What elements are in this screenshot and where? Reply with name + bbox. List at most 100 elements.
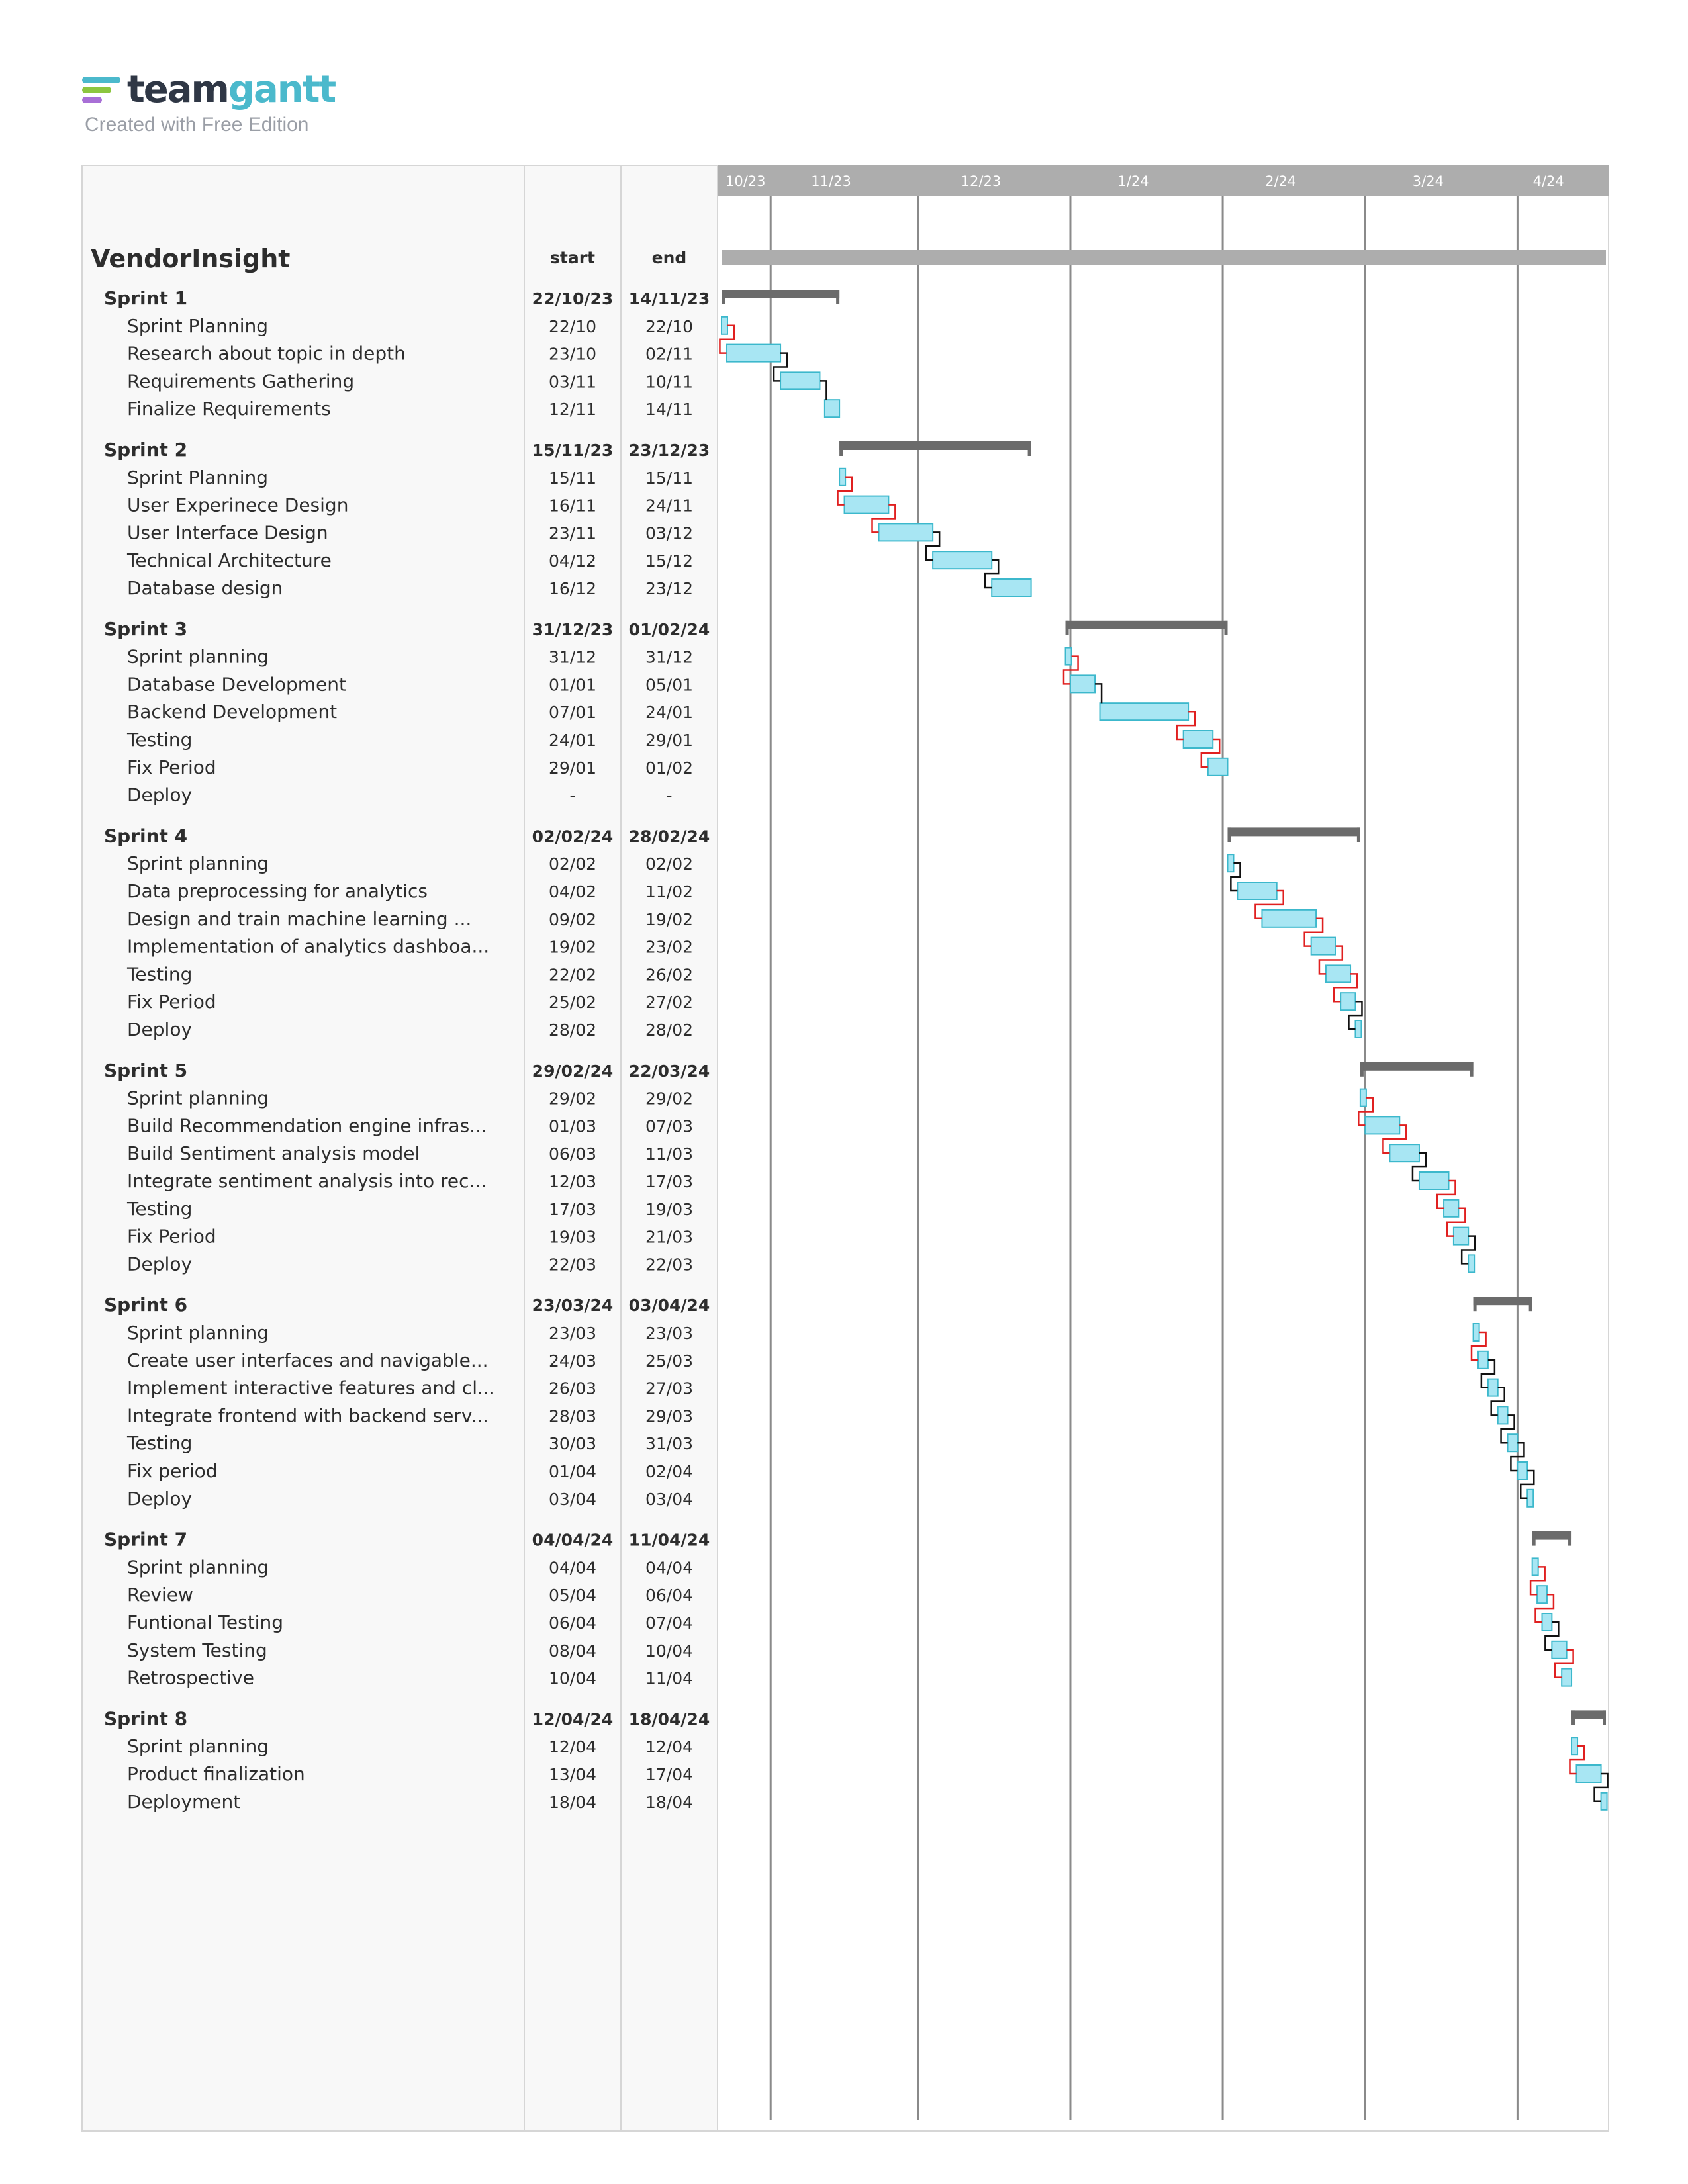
dependency-line	[871, 504, 896, 533]
task-bar	[1551, 1640, 1568, 1659]
task-end: 29/02	[645, 1089, 693, 1109]
task-end: 06/04	[645, 1586, 693, 1605]
task-table-bg	[81, 165, 718, 2132]
sprint-bar-cap	[1568, 1531, 1572, 1546]
task-start: 09/02	[549, 910, 596, 929]
task-end: 10/04	[645, 1641, 693, 1661]
task-bar	[1064, 647, 1072, 666]
task-name: Fix Period	[127, 756, 216, 778]
task-start: 03/04	[549, 1490, 596, 1509]
timeline-bg	[717, 165, 1609, 2132]
task-end: 17/03	[645, 1172, 693, 1191]
task-bar	[1536, 1585, 1548, 1604]
sprint-bar-cap	[1473, 1297, 1477, 1312]
task-bar	[1487, 1378, 1499, 1397]
task-end: 27/02	[645, 993, 693, 1012]
task-end: 19/02	[645, 910, 693, 929]
dependency-line	[1095, 683, 1103, 704]
task-end: 14/11	[645, 400, 693, 419]
sprint-name: Sprint 5	[104, 1060, 187, 1081]
task-start: 15/11	[549, 469, 596, 488]
task-end: 02/04	[645, 1462, 693, 1481]
sprint-name: Sprint 4	[104, 825, 187, 846]
task-start: 10/04	[549, 1669, 596, 1688]
sprint-end: 03/04/24	[629, 1296, 710, 1315]
task-start: 22/02	[549, 965, 596, 984]
task-name: User Experinece Design	[127, 494, 348, 516]
task-bar	[1364, 1116, 1401, 1135]
task-start: 22/10	[549, 317, 596, 336]
task-start: 12/11	[549, 400, 596, 419]
task-bar	[843, 495, 890, 514]
task-end: 31/12	[645, 648, 693, 667]
task-start: 28/02	[549, 1021, 596, 1040]
sprint-start: 22/10/23	[532, 289, 614, 308]
task-bar	[1207, 757, 1229, 776]
dependency-line	[984, 559, 1000, 589]
task-end: 24/01	[645, 703, 693, 722]
sprint-end: 22/03/24	[629, 1062, 710, 1081]
sprint-bar-cap	[1571, 1710, 1575, 1725]
sprint-bar-cap	[1360, 1062, 1364, 1077]
task-name: Sprint planning	[127, 646, 269, 668]
teamgantt-logo: teamgantt Created with Free Edition	[82, 66, 336, 146]
task-end: 01/02	[645, 758, 693, 778]
start-column-header: start	[550, 248, 595, 267]
project-bar	[722, 250, 1606, 265]
task-start: 01/03	[549, 1116, 596, 1136]
task-bar	[1418, 1171, 1450, 1190]
dependency-line	[1569, 1745, 1585, 1775]
task-start: 31/12	[549, 648, 596, 667]
task-name: Backend Development	[127, 701, 337, 723]
sprint-name: Sprint 2	[104, 439, 187, 461]
task-name: Build Recommendation engine infras...	[127, 1115, 487, 1136]
month-label: 3/24	[1413, 173, 1444, 189]
sprint-bar	[1065, 620, 1228, 629]
task-end: -	[666, 786, 672, 805]
task-start: 04/04	[549, 1558, 596, 1577]
task-end: 28/02	[645, 1021, 693, 1040]
task-bar	[1477, 1350, 1489, 1369]
sprint-start: 31/12/23	[532, 620, 614, 639]
timeline-header	[718, 165, 1609, 196]
month-label: 12/23	[961, 173, 1002, 189]
dependency-line	[1529, 1566, 1546, 1596]
task-bar	[1600, 1792, 1608, 1811]
task-end: 04/04	[645, 1558, 693, 1577]
sprint-bar	[839, 441, 1031, 450]
task-end: 23/02	[645, 938, 693, 957]
task-end: 27/03	[645, 1379, 693, 1398]
task-bar	[1571, 1737, 1579, 1756]
task-end: 11/02	[645, 882, 693, 901]
sprint-bar-cap	[839, 441, 843, 456]
task-bar	[1325, 964, 1352, 983]
sprint-name: Sprint 3	[104, 618, 187, 640]
task-end: 31/03	[645, 1434, 693, 1453]
task-start: 24/01	[549, 731, 596, 750]
sprint-bar	[722, 290, 840, 298]
task-bar	[1531, 1557, 1539, 1576]
dependency-line	[719, 324, 735, 354]
task-start: 06/04	[549, 1614, 596, 1633]
task-end: 12/04	[645, 1737, 693, 1756]
task-start: 30/03	[549, 1434, 596, 1453]
sprint-start: 02/02/24	[532, 827, 614, 846]
end-column-header: end	[652, 248, 687, 267]
task-start: 04/02	[549, 882, 596, 901]
sprint-bar	[1360, 1062, 1474, 1071]
task-end: 02/02	[645, 854, 693, 874]
task-start: 04/12	[549, 551, 596, 570]
dependency-line	[1470, 1331, 1487, 1361]
logo-wordmark: teamgantt	[127, 66, 336, 114]
dependency-line	[1303, 917, 1324, 947]
sprint-end: 11/04/24	[629, 1531, 710, 1550]
sprint-bar-cap	[722, 290, 725, 304]
task-name: Design and train machine learning ...	[127, 908, 471, 930]
sprint-bar	[1473, 1297, 1532, 1306]
task-name: Fix period	[127, 1460, 218, 1482]
task-name: Create user interfaces and navigable...	[127, 1349, 489, 1371]
task-start: 16/11	[549, 496, 596, 516]
task-start: 28/03	[549, 1406, 596, 1426]
task-bar	[839, 467, 847, 486]
